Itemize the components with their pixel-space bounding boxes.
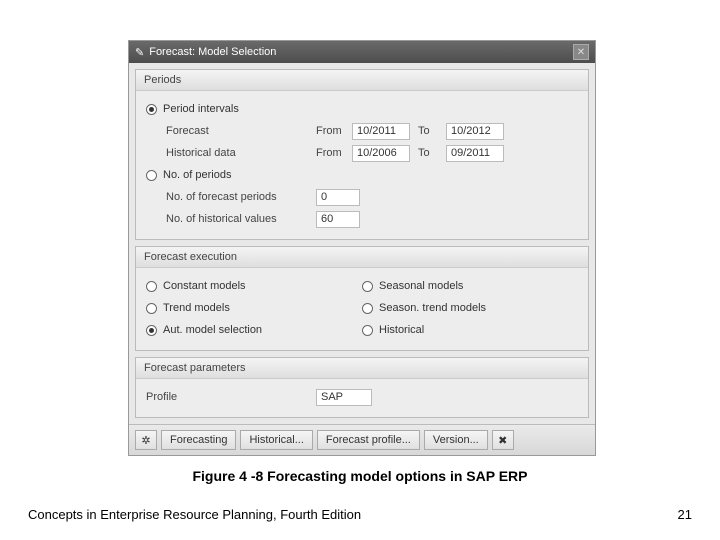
window-icon: ✎ [135,46,144,59]
historical-button[interactable]: Historical... [240,430,312,450]
version-button[interactable]: Version... [424,430,488,450]
cancel-icon-button[interactable]: ✖ [492,430,514,450]
no-forecast-periods-label: No. of forecast periods [166,191,316,203]
auto-selection-label: Aut. model selection [163,324,262,336]
radio-period-intervals-label: Period intervals [163,103,239,115]
radio-no-of-periods-label: No. of periods [163,169,231,181]
execution-header: Forecast execution [136,247,588,268]
radio-trend-models[interactable] [146,303,157,314]
window-title: Forecast: Model Selection [149,46,276,58]
no-historical-values-label: No. of historical values [166,213,316,225]
execution-panel: Forecast execution Constant models Trend… [135,246,589,351]
radio-period-intervals[interactable] [146,104,157,115]
historical-from-field[interactable]: 10/2006 [352,145,410,162]
page-number: 21 [678,507,692,522]
dialog-window: ✎ Forecast: Model Selection ✕ Periods Pe… [128,40,596,456]
profile-label: Profile [146,391,316,403]
profile-field[interactable]: SAP [316,389,372,406]
forecast-label: Forecast [166,125,316,137]
figure-caption: Figure 4 -8 Forecasting model options in… [0,468,720,484]
no-historical-values-field[interactable]: 60 [316,211,360,228]
historical-model-label: Historical [379,324,424,336]
footer-toolbar: ✲ Forecasting Historical... Forecast pro… [129,424,595,455]
from-label-2: From [316,147,352,159]
no-forecast-periods-field[interactable]: 0 [316,189,360,206]
radio-historical[interactable] [362,325,373,336]
close-icon[interactable]: ✕ [573,44,589,60]
forecast-profile-button[interactable]: Forecast profile... [317,430,420,450]
execute-icon: ✲ [141,434,150,447]
forecasting-button[interactable]: Forecasting [161,430,236,450]
titlebar: ✎ Forecast: Model Selection ✕ [129,41,595,63]
book-title: Concepts in Enterprise Resource Planning… [28,507,361,522]
forecast-to-field[interactable]: 10/2012 [446,123,504,140]
periods-panel: Periods Period intervals Forecast From 1… [135,69,589,240]
forecast-from-field[interactable]: 10/2011 [352,123,410,140]
constant-models-label: Constant models [163,280,246,292]
periods-header: Periods [136,70,588,91]
radio-seasonal-models[interactable] [362,281,373,292]
seasonal-models-label: Seasonal models [379,280,463,292]
historical-label: Historical data [166,147,316,159]
execute-icon-button[interactable]: ✲ [135,430,157,450]
from-label-1: From [316,125,352,137]
radio-constant-models[interactable] [146,281,157,292]
to-label-1: To [418,125,438,137]
cancel-icon: ✖ [498,434,507,447]
season-trend-models-label: Season. trend models [379,302,486,314]
radio-season-trend-models[interactable] [362,303,373,314]
radio-auto-selection[interactable] [146,325,157,336]
trend-models-label: Trend models [163,302,230,314]
radio-no-of-periods[interactable] [146,170,157,181]
parameters-header: Forecast parameters [136,358,588,379]
parameters-panel: Forecast parameters Profile SAP [135,357,589,418]
historical-to-field[interactable]: 09/2011 [446,145,504,162]
to-label-2: To [418,147,438,159]
